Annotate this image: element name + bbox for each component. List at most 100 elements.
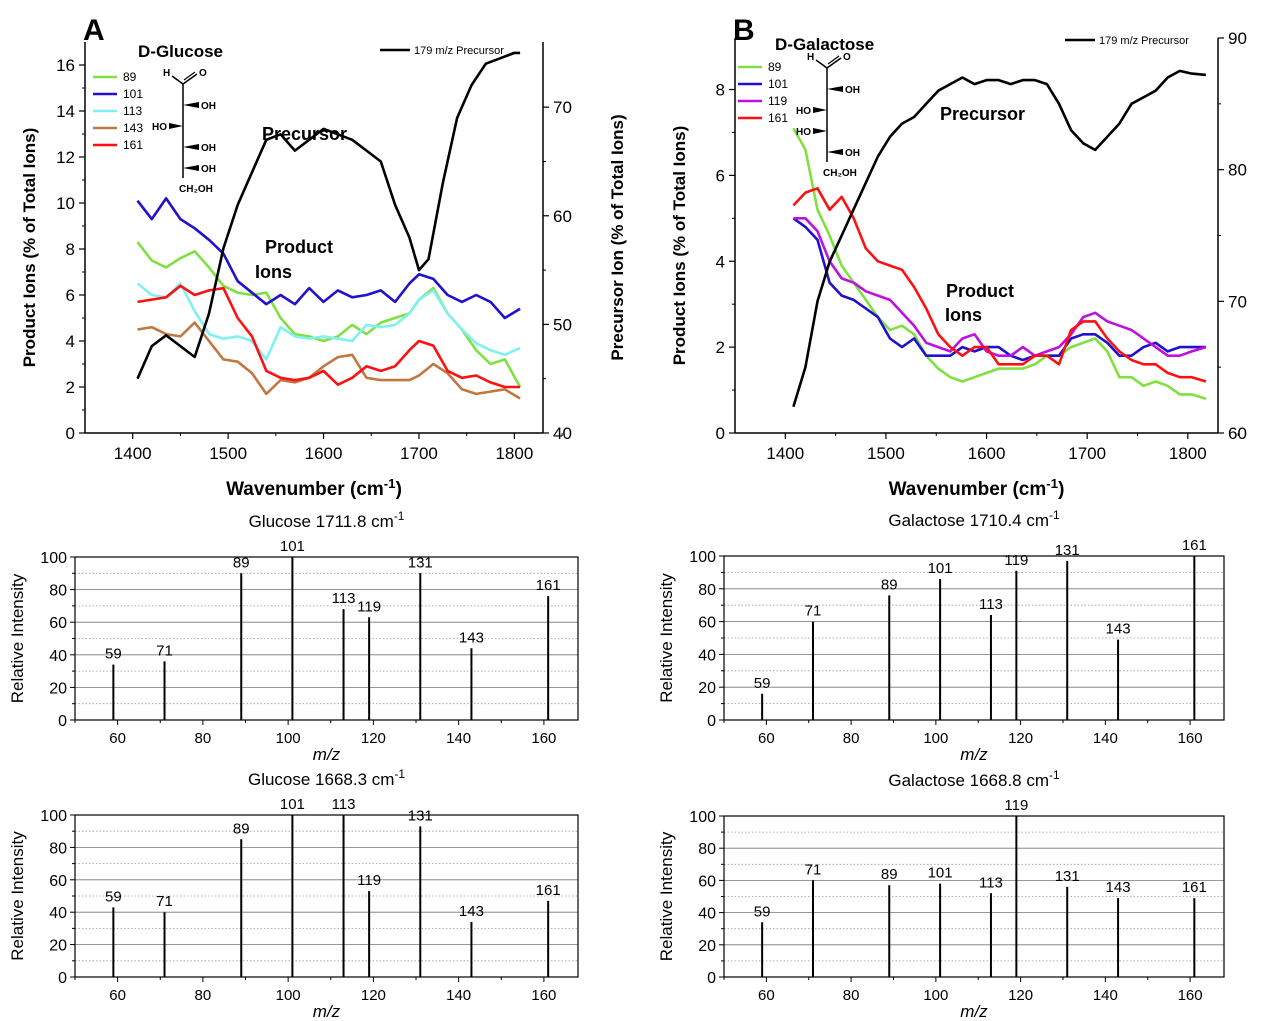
x-tick-label: 120 — [1008, 987, 1033, 1004]
peak-label-71: 71 — [156, 642, 173, 659]
y2-tick-label: 60 — [553, 207, 572, 226]
peak-label-131: 131 — [1055, 542, 1080, 559]
x-axis-label: m/z — [960, 745, 988, 764]
structure-group: OH — [845, 148, 860, 159]
structure-group: HO — [796, 106, 811, 117]
x-axis-label: Wavenumber (cm-1) — [889, 476, 1065, 500]
structure-group: OH — [845, 85, 860, 96]
peak-label-59: 59 — [105, 646, 122, 663]
x-axis-label: m/z — [313, 1002, 341, 1021]
peak-label-101: 101 — [928, 560, 953, 577]
series-line-119 — [793, 217, 1207, 358]
series-line-89 — [792, 127, 1207, 400]
structure-bond — [815, 59, 828, 69]
legend-precursor-label: 179 m/z Precursor — [1099, 35, 1189, 47]
y-tick-label: 20 — [698, 938, 716, 955]
peak-label-161: 161 — [1182, 537, 1207, 554]
peak-label-119: 119 — [357, 598, 381, 615]
series-line-143 — [137, 321, 521, 400]
y-tick-label: 100 — [689, 809, 716, 826]
y-tick-label: 14 — [56, 102, 75, 121]
spectrum-3: 0 20 40 60 80 100 60 80 100 120 140 160 59 71 89 101 113… — [8, 767, 579, 1021]
peak-label-89: 89 — [233, 820, 250, 837]
y-tick-label: 4 — [716, 252, 725, 271]
y-axis-label: Product Ions (% of Total Ions) — [20, 128, 39, 368]
peak-label-119: 119 — [1004, 797, 1028, 814]
y-tick-label: 40 — [49, 648, 67, 665]
structure-wedge — [169, 123, 183, 129]
y2-axis-label: Precursor Ion (% of Total Ions) — [1283, 112, 1286, 358]
peak-label-143: 143 — [1106, 879, 1131, 896]
structure-group: OH — [201, 143, 216, 154]
y-axis-label: Relative Intensity — [657, 831, 676, 961]
compound-name: D-Glucose — [138, 42, 223, 61]
legend-label-161: 161 — [768, 111, 788, 125]
peak-label-143: 143 — [459, 903, 484, 920]
x-tick-label: 100 — [276, 987, 301, 1004]
peak-label-113: 113 — [979, 596, 1003, 613]
peak-label-89: 89 — [233, 554, 250, 571]
series-line-101 — [136, 197, 521, 320]
structure-o: O — [843, 52, 851, 63]
series-line-101 — [792, 217, 1206, 362]
legend-label-89: 89 — [768, 60, 782, 74]
y-tick-label: 6 — [716, 166, 725, 185]
x-tick-label: 140 — [446, 987, 471, 1004]
y-tick-label: 8 — [716, 81, 725, 100]
x-tick-label: 160 — [1178, 730, 1203, 747]
y2-tick-label: 70 — [553, 98, 572, 117]
y-tick-label: 100 — [40, 808, 67, 825]
structure-wedge — [183, 165, 199, 171]
peak-label-143: 143 — [459, 629, 484, 646]
x-tick-label: 60 — [758, 730, 775, 747]
legend-label-161: 161 — [123, 138, 143, 152]
annotation-ions: Ions — [255, 262, 292, 282]
peak-label-71: 71 — [156, 893, 173, 910]
annotation-product: Product — [946, 281, 1014, 301]
structure-bond — [171, 75, 184, 85]
structure-bond — [182, 73, 198, 85]
structure-wedge — [813, 107, 827, 113]
x-tick-label: 1800 — [1169, 444, 1207, 463]
legend-label-101: 101 — [123, 87, 143, 101]
y-tick-label: 80 — [49, 583, 67, 600]
peak-label-89: 89 — [881, 866, 898, 883]
y-tick-label: 0 — [58, 713, 67, 730]
y-tick-label: 60 — [698, 615, 716, 632]
x-tick-label: 1400 — [766, 444, 804, 463]
legend-label-143: 143 — [123, 121, 143, 135]
peak-label-161: 161 — [536, 577, 561, 594]
series-line-161 — [137, 284, 521, 389]
series-line-113 — [136, 282, 521, 361]
y-tick-label: 40 — [698, 647, 716, 664]
annotation-product: Product — [265, 237, 333, 257]
y-tick-label: 0 — [716, 424, 725, 443]
y-tick-label: 6 — [66, 286, 75, 305]
structure-wedge — [183, 102, 199, 108]
peak-label-131: 131 — [408, 554, 433, 571]
peak-label-131: 131 — [1055, 868, 1080, 885]
x-axis-label: m/z — [960, 1002, 988, 1021]
x-tick-label: 1600 — [968, 444, 1006, 463]
annotation-ions: Ions — [945, 305, 982, 325]
x-tick-label: 140 — [1093, 987, 1118, 1004]
y2-axis-label: Precursor Ion (% of Total Ions) — [608, 114, 627, 360]
y-tick-label: 20 — [49, 680, 67, 697]
peak-label-113: 113 — [332, 796, 356, 813]
structure-ch2oh: CH₂OH — [823, 168, 857, 179]
y-tick-label: 60 — [49, 873, 67, 890]
x-tick-label: 140 — [446, 730, 471, 747]
y2-tick-label: 50 — [553, 315, 572, 334]
y2-tick-label: 60 — [1228, 424, 1247, 443]
x-tick-label: 1500 — [209, 444, 247, 463]
peak-label-59: 59 — [754, 675, 771, 692]
structure-group: OH — [201, 101, 216, 112]
y-tick-label: 80 — [49, 840, 67, 857]
y-tick-label: 12 — [56, 148, 75, 167]
x-tick-label: 1700 — [1068, 444, 1106, 463]
spectrum-title: Galactose 1710.4 cm-1 — [888, 508, 1060, 530]
y-axis-label: Relative Intensity — [8, 831, 27, 961]
